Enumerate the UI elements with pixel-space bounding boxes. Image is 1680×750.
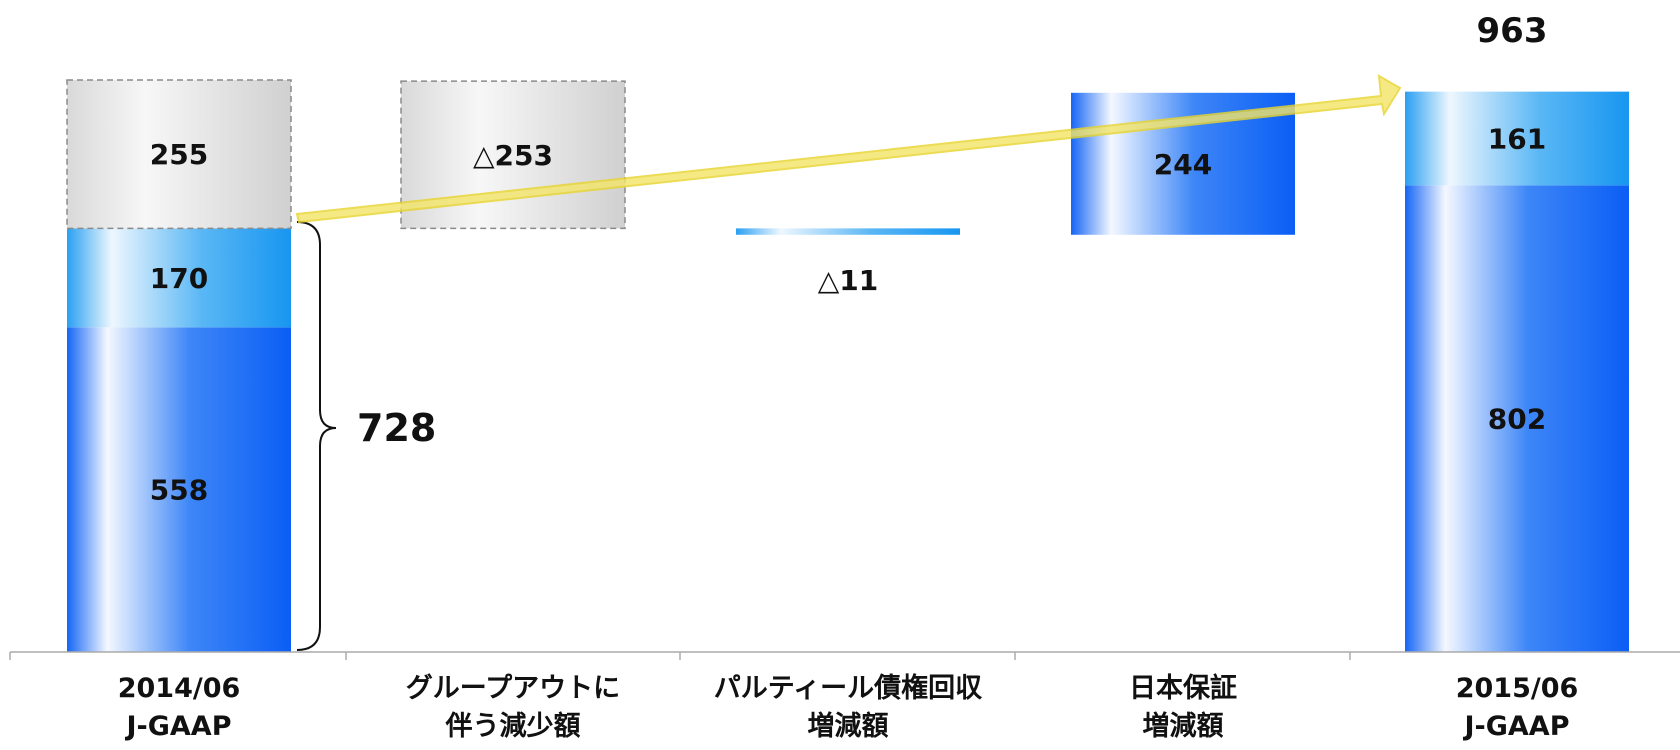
x-tick-label-1-1: 伴う減少額: [445, 711, 581, 742]
data-label-layer: 558 170 255 △253 △11 244 802 161: [150, 122, 1546, 506]
x-tick-label-4-0: 2015/06: [1456, 673, 1579, 704]
data-label-0: 558: [150, 474, 208, 507]
x-tick-label-3-1: 増減額: [1143, 710, 1224, 742]
x-tick-label-3-0: 日本保証: [1129, 672, 1237, 704]
data-label-2: 255: [150, 138, 208, 171]
bar-segment-0-dark: [67, 327, 291, 652]
data-label-5: 244: [1154, 148, 1212, 181]
x-tick-label-0-0: 2014/06: [118, 673, 241, 704]
bar-segment-2-light: [736, 228, 960, 235]
x-axis-ticks: [9, 652, 1351, 660]
x-tick-label-0-1: J-GAAP: [125, 711, 232, 742]
x-axis-tick-labels: 2014/06J-GAAPグループアウトに伴う減少額パルティール債権回収増減額日…: [118, 672, 1579, 742]
x-tick-label-2-1: 増減額: [808, 710, 889, 742]
data-label-1: 170: [150, 262, 208, 295]
data-label-7: 161: [1488, 122, 1546, 155]
bar-layer: [66, 79, 1629, 652]
x-tick-label-4-1: J-GAAP: [1463, 711, 1570, 742]
bar-segment-4-dark: [1405, 185, 1629, 652]
data-label-6: 802: [1488, 403, 1546, 436]
data-label-3: △253: [473, 139, 553, 172]
x-axis: 2014/06J-GAAPグループアウトに伴う減少額パルティール債権回収増減額日…: [9, 651, 1680, 742]
x-tick-label-2-0: パルティール債権回収: [714, 672, 983, 704]
brace-total-label: 728: [357, 406, 436, 450]
data-label-4: △11: [818, 264, 879, 297]
trend-arrow-shape: [295, 74, 1402, 224]
brace-bracket: [296, 221, 337, 651]
x-tick-label-1-0: グループアウトに: [406, 672, 620, 704]
bar-segment-4-light: [1405, 91, 1629, 186]
total-label: 963: [1477, 11, 1548, 51]
bar-segment-0-grey: [66, 79, 292, 230]
trend-arrow: [295, 74, 1402, 224]
bar-segment-0-light: [67, 228, 291, 328]
